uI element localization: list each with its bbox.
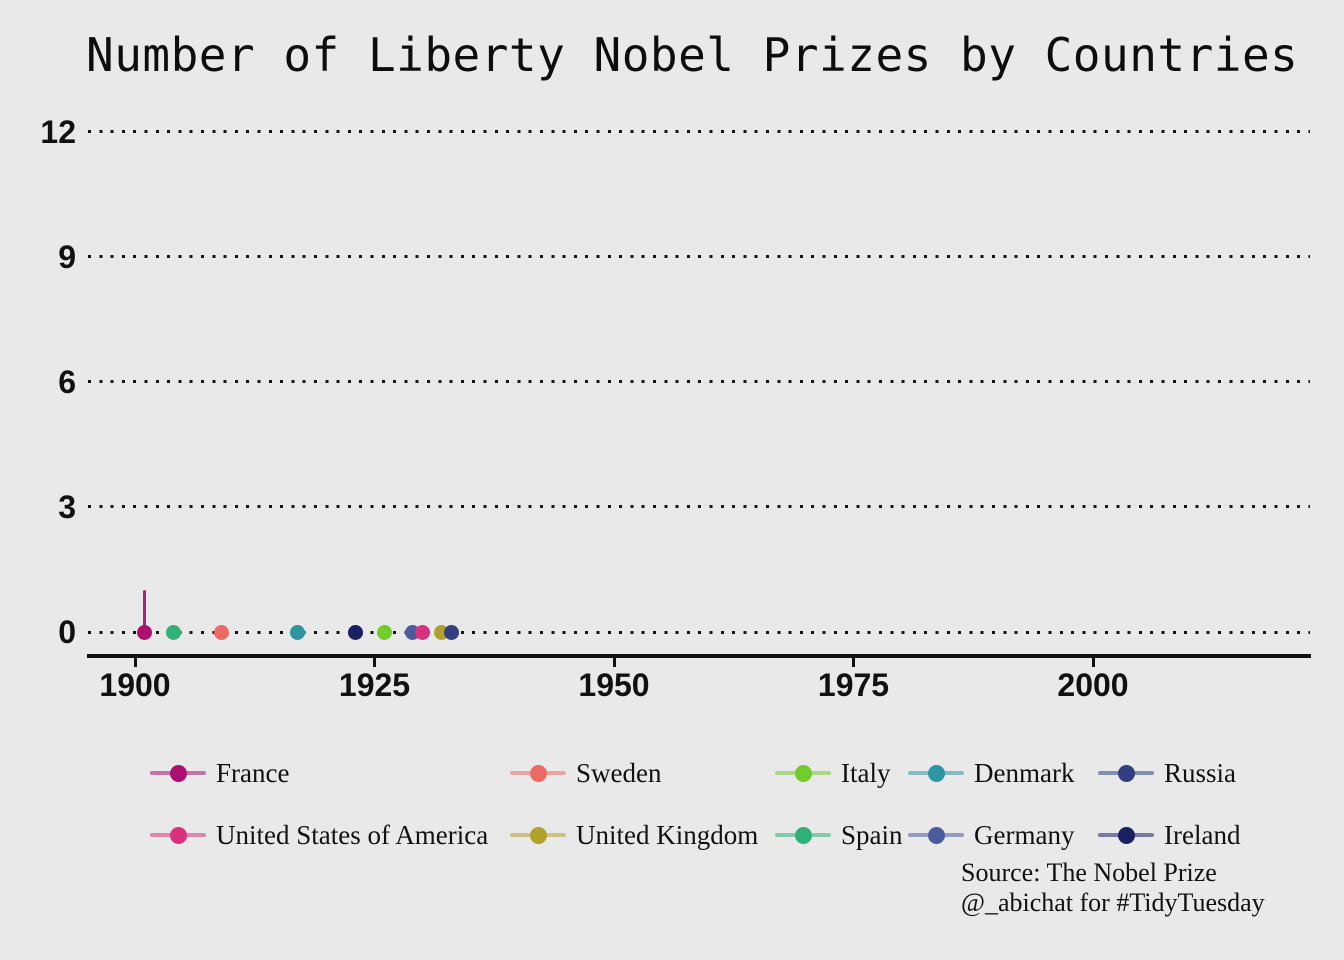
gridline-y-0 [88, 630, 1310, 634]
legend-entry-italy: Italy [775, 758, 890, 788]
legend-entry-sweden: Sweden [510, 758, 661, 788]
legend-key-dot [529, 764, 547, 782]
gridline-y-12 [88, 130, 1310, 134]
data-point-sweden [213, 624, 229, 640]
caption: Source: The Nobel Prize @_abichat for #T… [961, 858, 1265, 918]
x-axis-tick [852, 658, 855, 667]
x-axis-tick-label: 2000 [1057, 667, 1129, 703]
data-point-united-states-of-america [414, 624, 430, 640]
legend-entry-denmark: Denmark [908, 758, 1074, 788]
gridline-y-9 [88, 255, 1310, 259]
legend-key-dot [169, 764, 187, 782]
y-axis-tick-label: 6 [58, 363, 76, 400]
data-point-russia [443, 624, 459, 640]
legend-entry-russia: Russia [1098, 758, 1236, 788]
data-point-italy [376, 624, 392, 640]
legend-key-dot [927, 764, 945, 782]
x-axis-tick [1091, 658, 1095, 667]
x-axis-tick-label: 1950 [578, 667, 650, 703]
x-axis-tick [612, 658, 616, 667]
legend-key-icon [908, 764, 964, 782]
legend-key-icon [775, 764, 831, 782]
legend-key-dot [529, 826, 547, 844]
gridline-y-3 [88, 505, 1310, 509]
lollipop-stem-france [142, 590, 147, 632]
legend-entry-spain: Spain [775, 820, 903, 850]
gridline-y-6 [88, 380, 1310, 384]
legend-label-ireland: Ireland [1164, 819, 1241, 850]
legend-key-dot [1117, 764, 1135, 782]
legend-label-united-states-of-america: United States of America [216, 819, 489, 850]
legend-entry-united-kingdom: United Kingdom [510, 820, 758, 850]
caption-credit-line: @_abichat for #TidyTuesday [961, 888, 1265, 917]
y-axis-tick-label: 12 [40, 113, 76, 150]
legend-label-italy: Italy [841, 757, 891, 788]
x-axis-tick [373, 658, 376, 667]
legend-key-icon [908, 826, 964, 844]
legend-key-dot [794, 764, 812, 782]
legend-entry-france: France [150, 758, 289, 788]
legend-key-icon [150, 826, 206, 844]
legend-key-dot [1117, 826, 1135, 844]
legend-entry-united-states-of-america: United States of America [150, 820, 488, 850]
legend-key-icon [510, 764, 566, 782]
y-axis-tick-label: 0 [58, 614, 76, 650]
legend-label-sweden: Sweden [576, 757, 662, 788]
legend-key-icon [1098, 764, 1154, 782]
legend-entry-ireland: Ireland [1098, 820, 1240, 850]
data-point-france [137, 624, 153, 640]
x-axis-tick-label: 1900 [99, 667, 171, 703]
chart-title: Number of Liberty Nobel Prizes by Countr… [86, 28, 1299, 82]
legend-label-united-kingdom: United Kingdom [576, 819, 759, 850]
x-axis-tick-label: 1925 [338, 667, 411, 703]
legend-label-germany: Germany [974, 819, 1075, 850]
x-axis-tick-label: 1975 [817, 667, 890, 703]
y-axis-tick-label: 9 [58, 238, 76, 275]
legend-label-france: France [216, 757, 290, 788]
data-point-ireland [347, 624, 363, 640]
legend-key-icon [1098, 826, 1154, 844]
legend-label-denmark: Denmark [974, 757, 1075, 788]
y-axis-tick-label: 3 [58, 488, 76, 525]
legend-label-russia: Russia [1164, 757, 1237, 788]
legend-label-spain: Spain [841, 819, 903, 850]
x-axis-tick [133, 658, 137, 667]
legend-key-dot [169, 826, 187, 844]
legend-key-icon [510, 826, 566, 844]
legend-key-dot [794, 826, 812, 844]
legend-key-dot [927, 826, 945, 844]
legend-entry-germany: Germany [908, 820, 1074, 850]
data-point-spain [165, 624, 181, 640]
legend-key-icon [775, 826, 831, 844]
caption-source-line: Source: The Nobel Prize [961, 858, 1217, 887]
x-axis-line [87, 654, 1311, 658]
data-point-denmark [290, 624, 306, 640]
legend-key-icon [150, 764, 206, 782]
